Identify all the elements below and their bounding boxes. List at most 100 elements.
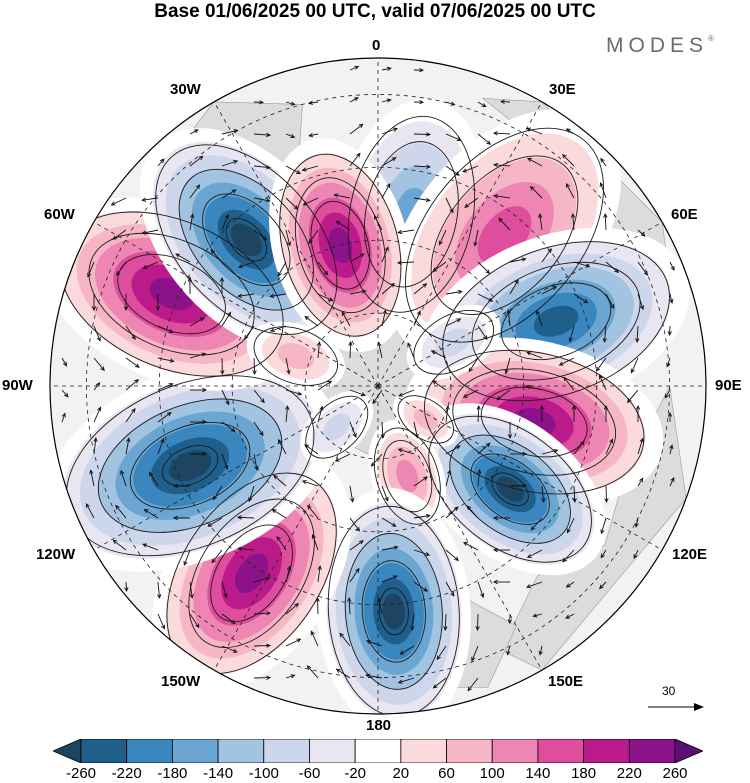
wind-vector [317,293,334,302]
wind-vector [445,133,462,141]
wind-vector [466,505,479,519]
wind-vector [445,197,454,214]
colorbar-swatch [171,739,219,763]
wind-vector [413,310,421,327]
wind-vector [436,645,447,661]
wind-vector [211,549,223,564]
wind-vector [125,407,136,423]
wind-vector [253,389,265,404]
wind-vector [252,357,257,376]
streamline-contour [378,587,409,636]
streamline-contour [279,153,402,337]
wind-vector [526,157,543,167]
wind-vector [110,197,127,206]
wind-vector [285,165,302,175]
wind-vector [349,97,359,103]
wind-vector [637,477,644,487]
wind-vector [302,197,319,206]
wind-vector [530,517,543,531]
wind-vector [85,502,95,519]
wind-vector [370,453,383,467]
lon-label-60w: 60W [44,206,75,223]
wind-vector [413,283,428,295]
wind-vector [397,448,415,455]
wind-vector [334,453,351,462]
colorbar-label: -60 [298,765,321,782]
modes-logo: MODES® [606,34,714,58]
streamline-contour [129,421,251,510]
colorbar-label: 100 [479,765,505,782]
wind-vector [600,517,607,535]
wind-vector [148,471,159,487]
wind-vector [141,197,159,202]
colorbar-label: 180 [571,765,597,782]
wind-vector [93,437,98,455]
wind-vector [301,480,319,487]
streamline-contour [428,415,592,563]
wind-vector [157,158,165,167]
map-boundary [49,57,707,715]
wind-vector [210,249,223,263]
wind-vector [115,504,127,519]
wind-vector [410,613,415,631]
contour-group [442,241,670,402]
wind-vector [365,673,383,679]
streamline-contour [500,282,612,361]
lon-label-30e: 30E [549,81,576,98]
negative-anomaly [406,304,501,380]
reference-vector-label: 30 [662,684,676,698]
wind-vector [667,325,672,337]
colorbar-label: -140 [203,765,234,782]
map-title: Base 01/06/2025 00 UTC, valid 07/06/2025… [154,1,596,22]
lon-label-90w: 90W [2,377,33,394]
wind-vector [413,67,425,73]
wind-vector [253,100,265,105]
wind-vector [189,581,194,599]
wind-vector [510,451,528,457]
wind-vector [244,325,255,340]
colorbar-swatch [309,739,356,763]
streamline-contour [364,141,459,288]
wind-vector [89,469,95,487]
colorbar-swatch [80,739,128,763]
wind-vector [562,549,575,563]
wind-vector [538,213,543,231]
colorbar-swatch [537,739,585,763]
wind-vector [221,214,229,231]
wind-vector [532,613,543,618]
wind-vector [381,485,389,502]
wind-vector [445,318,462,327]
streamline-contour [161,445,219,487]
wind-vector [603,404,609,422]
wind-vector [236,515,255,520]
anomaly-band [436,328,472,357]
wind-vector [396,260,415,265]
wind-vector [269,325,287,332]
wind-vector [377,341,383,359]
colorbar-swatch [263,739,310,763]
wind-vector [541,485,546,503]
anomaly-band [533,305,579,337]
wind-vector [464,197,479,208]
wind-vector [413,99,425,105]
wind-vector [349,253,365,263]
wind-vector [61,357,68,367]
wind-vector [541,448,559,455]
wind-vector [445,289,463,295]
contour-group [428,415,592,563]
wind-vector [349,65,360,71]
wind-vector [669,293,674,304]
wind-vector [221,389,230,406]
wind-vector [445,405,450,423]
wind-vector [605,261,619,273]
wind-vector [123,294,129,312]
wind-vector [189,317,205,327]
wind-vector [317,380,333,391]
wind-vector [285,197,299,210]
wind-vector [475,613,480,632]
colorbar-swatch [53,739,82,763]
wind-vector [141,229,159,235]
wind-vector [637,229,646,237]
wind-vector [571,404,577,422]
wind-vector [93,406,102,423]
